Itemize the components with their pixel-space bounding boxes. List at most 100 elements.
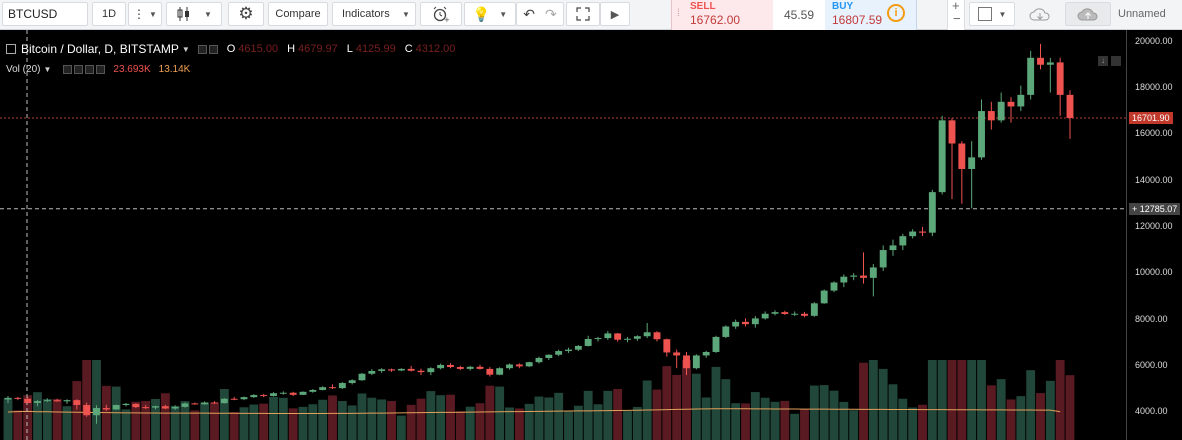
- candle-body: [525, 362, 533, 367]
- sell-button[interactable]: ⁞ SELL 16762.00: [671, 0, 773, 30]
- volume-bar: [111, 386, 121, 440]
- close-icon[interactable]: [96, 64, 106, 74]
- chart-pane[interactable]: Bitcoin / Dollar, D, BITSTAMP ▼ O 4615.00…: [0, 30, 1182, 440]
- candle-body: [338, 383, 346, 389]
- volume-bar: [151, 399, 160, 440]
- candle-body: [869, 267, 877, 278]
- eye-icon[interactable]: [63, 64, 73, 74]
- alert-button[interactable]: +: [420, 2, 462, 26]
- volume-bar: [298, 406, 308, 440]
- layout-button[interactable]: ▼: [969, 2, 1015, 26]
- volume-bar: [573, 405, 583, 440]
- volume-bar: [1026, 370, 1036, 440]
- price-chart[interactable]: [0, 30, 1126, 440]
- indicators-button[interactable]: Indicators ▼: [332, 2, 416, 26]
- quantity-stepper[interactable]: + −: [947, 0, 965, 30]
- candle-body: [14, 397, 22, 399]
- undo-redo-group: ↶ ↷: [516, 2, 564, 26]
- scroll-down-icon[interactable]: ↓: [1098, 56, 1108, 66]
- candle-body: [456, 367, 464, 369]
- candle-body: [437, 364, 445, 369]
- candle-body: [535, 358, 543, 363]
- volume-bar: [1036, 393, 1045, 440]
- volume-bar: [210, 402, 219, 440]
- sell-price: 16762.00: [690, 13, 741, 27]
- compare-button[interactable]: Compare: [268, 2, 328, 26]
- volume-label[interactable]: Vol (20): [6, 63, 41, 75]
- volume-bar: [72, 381, 82, 440]
- volume-bar: [603, 390, 613, 440]
- chevron-down-icon[interactable]: ▼: [181, 44, 190, 54]
- volume-bar: [829, 390, 839, 440]
- add-icon[interactable]: [85, 64, 95, 74]
- volume-bar: [1006, 399, 1016, 440]
- spread-value: 45.59: [773, 0, 825, 30]
- candle-body: [279, 392, 287, 394]
- chevron-down-icon[interactable]: ▼: [43, 64, 52, 74]
- drag-handle-icon: ⁞: [677, 8, 680, 19]
- candle-body: [1037, 57, 1044, 65]
- volume-bar: [475, 403, 485, 440]
- candle-body: [948, 120, 956, 144]
- candle-body: [201, 402, 209, 405]
- volume-bar: [446, 394, 455, 440]
- buy-button[interactable]: BUY 16807.59 i: [825, 0, 917, 30]
- volume-bar: [180, 401, 190, 440]
- volume-bar: [259, 403, 269, 440]
- candle-body: [93, 408, 100, 416]
- volume-bar: [701, 397, 711, 440]
- volume-bar: [387, 400, 396, 440]
- interval-menu-button[interactable]: ⋮ ▼: [128, 2, 162, 26]
- plus-icon[interactable]: +: [952, 0, 960, 13]
- candle-body: [348, 380, 356, 384]
- volume-bar: [328, 395, 337, 440]
- series-title[interactable]: Bitcoin / Dollar, D, BITSTAMP: [21, 42, 179, 56]
- ideas-button[interactable]: 💡 ▼: [464, 2, 516, 26]
- close-value: 4312.00: [415, 43, 456, 55]
- layout-name-button[interactable]: Unnamed: [1112, 2, 1182, 26]
- candle-body: [73, 400, 81, 405]
- candle-body: [397, 368, 405, 371]
- candle-body: [191, 403, 199, 405]
- info-icon[interactable]: i: [887, 4, 905, 22]
- minus-icon[interactable]: −: [953, 11, 961, 26]
- price-tick-label: 10000.00: [1135, 267, 1173, 278]
- volume-bar: [318, 399, 328, 440]
- price-scale[interactable]: 20000.00 18000.00 16000.00 14000.00 12000.00…: [1126, 30, 1182, 440]
- volume-bar: [672, 374, 682, 440]
- redo-icon[interactable]: ↷: [545, 5, 557, 22]
- chart-style-button[interactable]: ▼: [166, 2, 222, 26]
- replay-button[interactable]: ▶: [600, 2, 630, 26]
- candle-body: [63, 400, 71, 402]
- volume-bar: [898, 398, 908, 440]
- volume-bar: [790, 413, 800, 440]
- symbol-search-input[interactable]: BTCUSD: [2, 2, 88, 26]
- candle-body: [289, 392, 297, 395]
- eye-icon[interactable]: [197, 44, 207, 54]
- volume-bar: [623, 411, 632, 440]
- maximize-icon[interactable]: [1111, 56, 1121, 66]
- volume-bar: [455, 411, 465, 440]
- settings-icon[interactable]: [74, 64, 84, 74]
- candle-body: [329, 387, 336, 389]
- plus-icon[interactable]: +: [1132, 203, 1140, 214]
- chevron-down-icon: ▼: [402, 9, 410, 19]
- load-layout-button[interactable]: [1017, 2, 1063, 26]
- settings-button[interactable]: ⚙: [228, 2, 264, 26]
- save-layout-button[interactable]: [1065, 2, 1111, 26]
- fullscreen-button[interactable]: [566, 2, 600, 26]
- price-tick-label: 12000.00: [1135, 220, 1173, 231]
- volume-bar: [357, 393, 367, 440]
- undo-icon[interactable]: ↶: [523, 5, 535, 22]
- candle-body: [889, 245, 897, 251]
- volume-bar: [947, 360, 957, 440]
- collapse-icon[interactable]: [6, 44, 16, 54]
- candle-body: [230, 398, 238, 400]
- settings-icon[interactable]: [208, 44, 218, 54]
- interval-button[interactable]: 1D: [92, 2, 126, 26]
- gear-icon: ⚙: [238, 4, 254, 23]
- more-vertical-icon: ⋮: [133, 7, 146, 21]
- candle-body: [692, 355, 700, 369]
- volume-bar: [524, 403, 534, 440]
- candle-body: [781, 312, 789, 314]
